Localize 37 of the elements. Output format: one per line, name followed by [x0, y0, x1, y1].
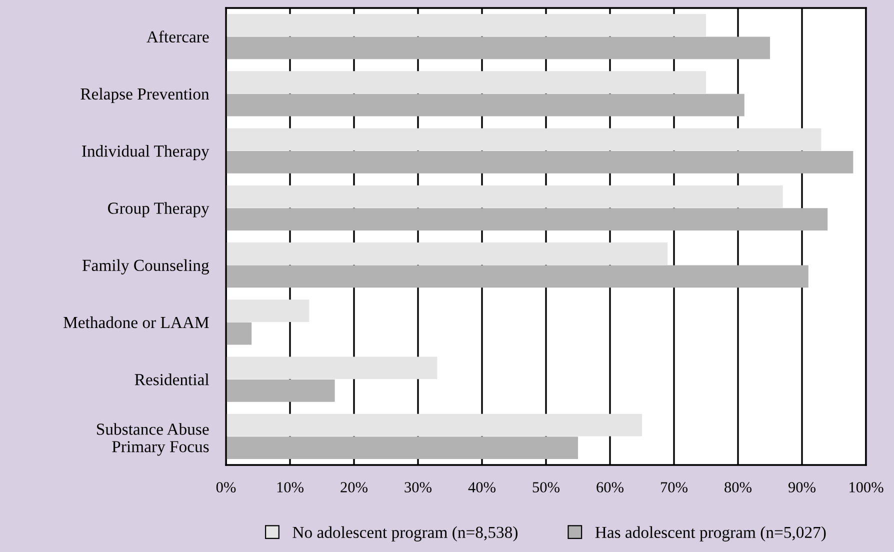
bar — [226, 36, 770, 60]
bar — [226, 71, 706, 94]
y-tick-label: Family Counseling — [82, 259, 210, 274]
bar — [226, 242, 668, 265]
legend-label: Has adolescent program (n=5,027) — [595, 526, 826, 542]
bar — [226, 436, 578, 460]
bar — [226, 322, 252, 345]
x-tick-label: 80% — [724, 482, 752, 492]
bar — [226, 14, 706, 36]
y-tick-label: Residential — [134, 374, 209, 386]
y-tick-label: Methadone or LAAM — [64, 316, 209, 328]
x-tick-label: 90% — [788, 482, 816, 492]
bar — [226, 414, 642, 436]
x-tick-label: 60% — [596, 482, 624, 492]
x-tick-label: 0% — [216, 482, 236, 492]
y-tick-label: Group Therapy — [108, 202, 210, 218]
bar — [226, 185, 783, 208]
bar — [226, 265, 808, 288]
x-tick-label: 20% — [340, 482, 368, 492]
y-tick-label: Individual Therapy — [82, 145, 210, 160]
x-tick-label: 10% — [277, 482, 304, 492]
x-tick-label: 40% — [468, 482, 496, 492]
x-tick-label: 50% — [532, 482, 560, 492]
x-tick-label: 100% — [850, 482, 884, 492]
bar — [226, 128, 822, 151]
x-tick-label: 30% — [404, 482, 432, 492]
y-tick-label: Substance Abuse Primary Focus — [97, 423, 209, 456]
bar — [226, 94, 744, 116]
bar — [226, 151, 854, 174]
x-tick-label: 70% — [661, 482, 688, 492]
bar — [226, 356, 438, 380]
y-tick-label: Relapse Prevention — [80, 88, 210, 104]
bar — [226, 208, 828, 231]
legend-label: No adolescent program (n=8,538) — [292, 526, 518, 542]
bar — [226, 380, 335, 402]
bar — [226, 300, 310, 322]
y-tick-label: Aftercare — [146, 30, 209, 43]
